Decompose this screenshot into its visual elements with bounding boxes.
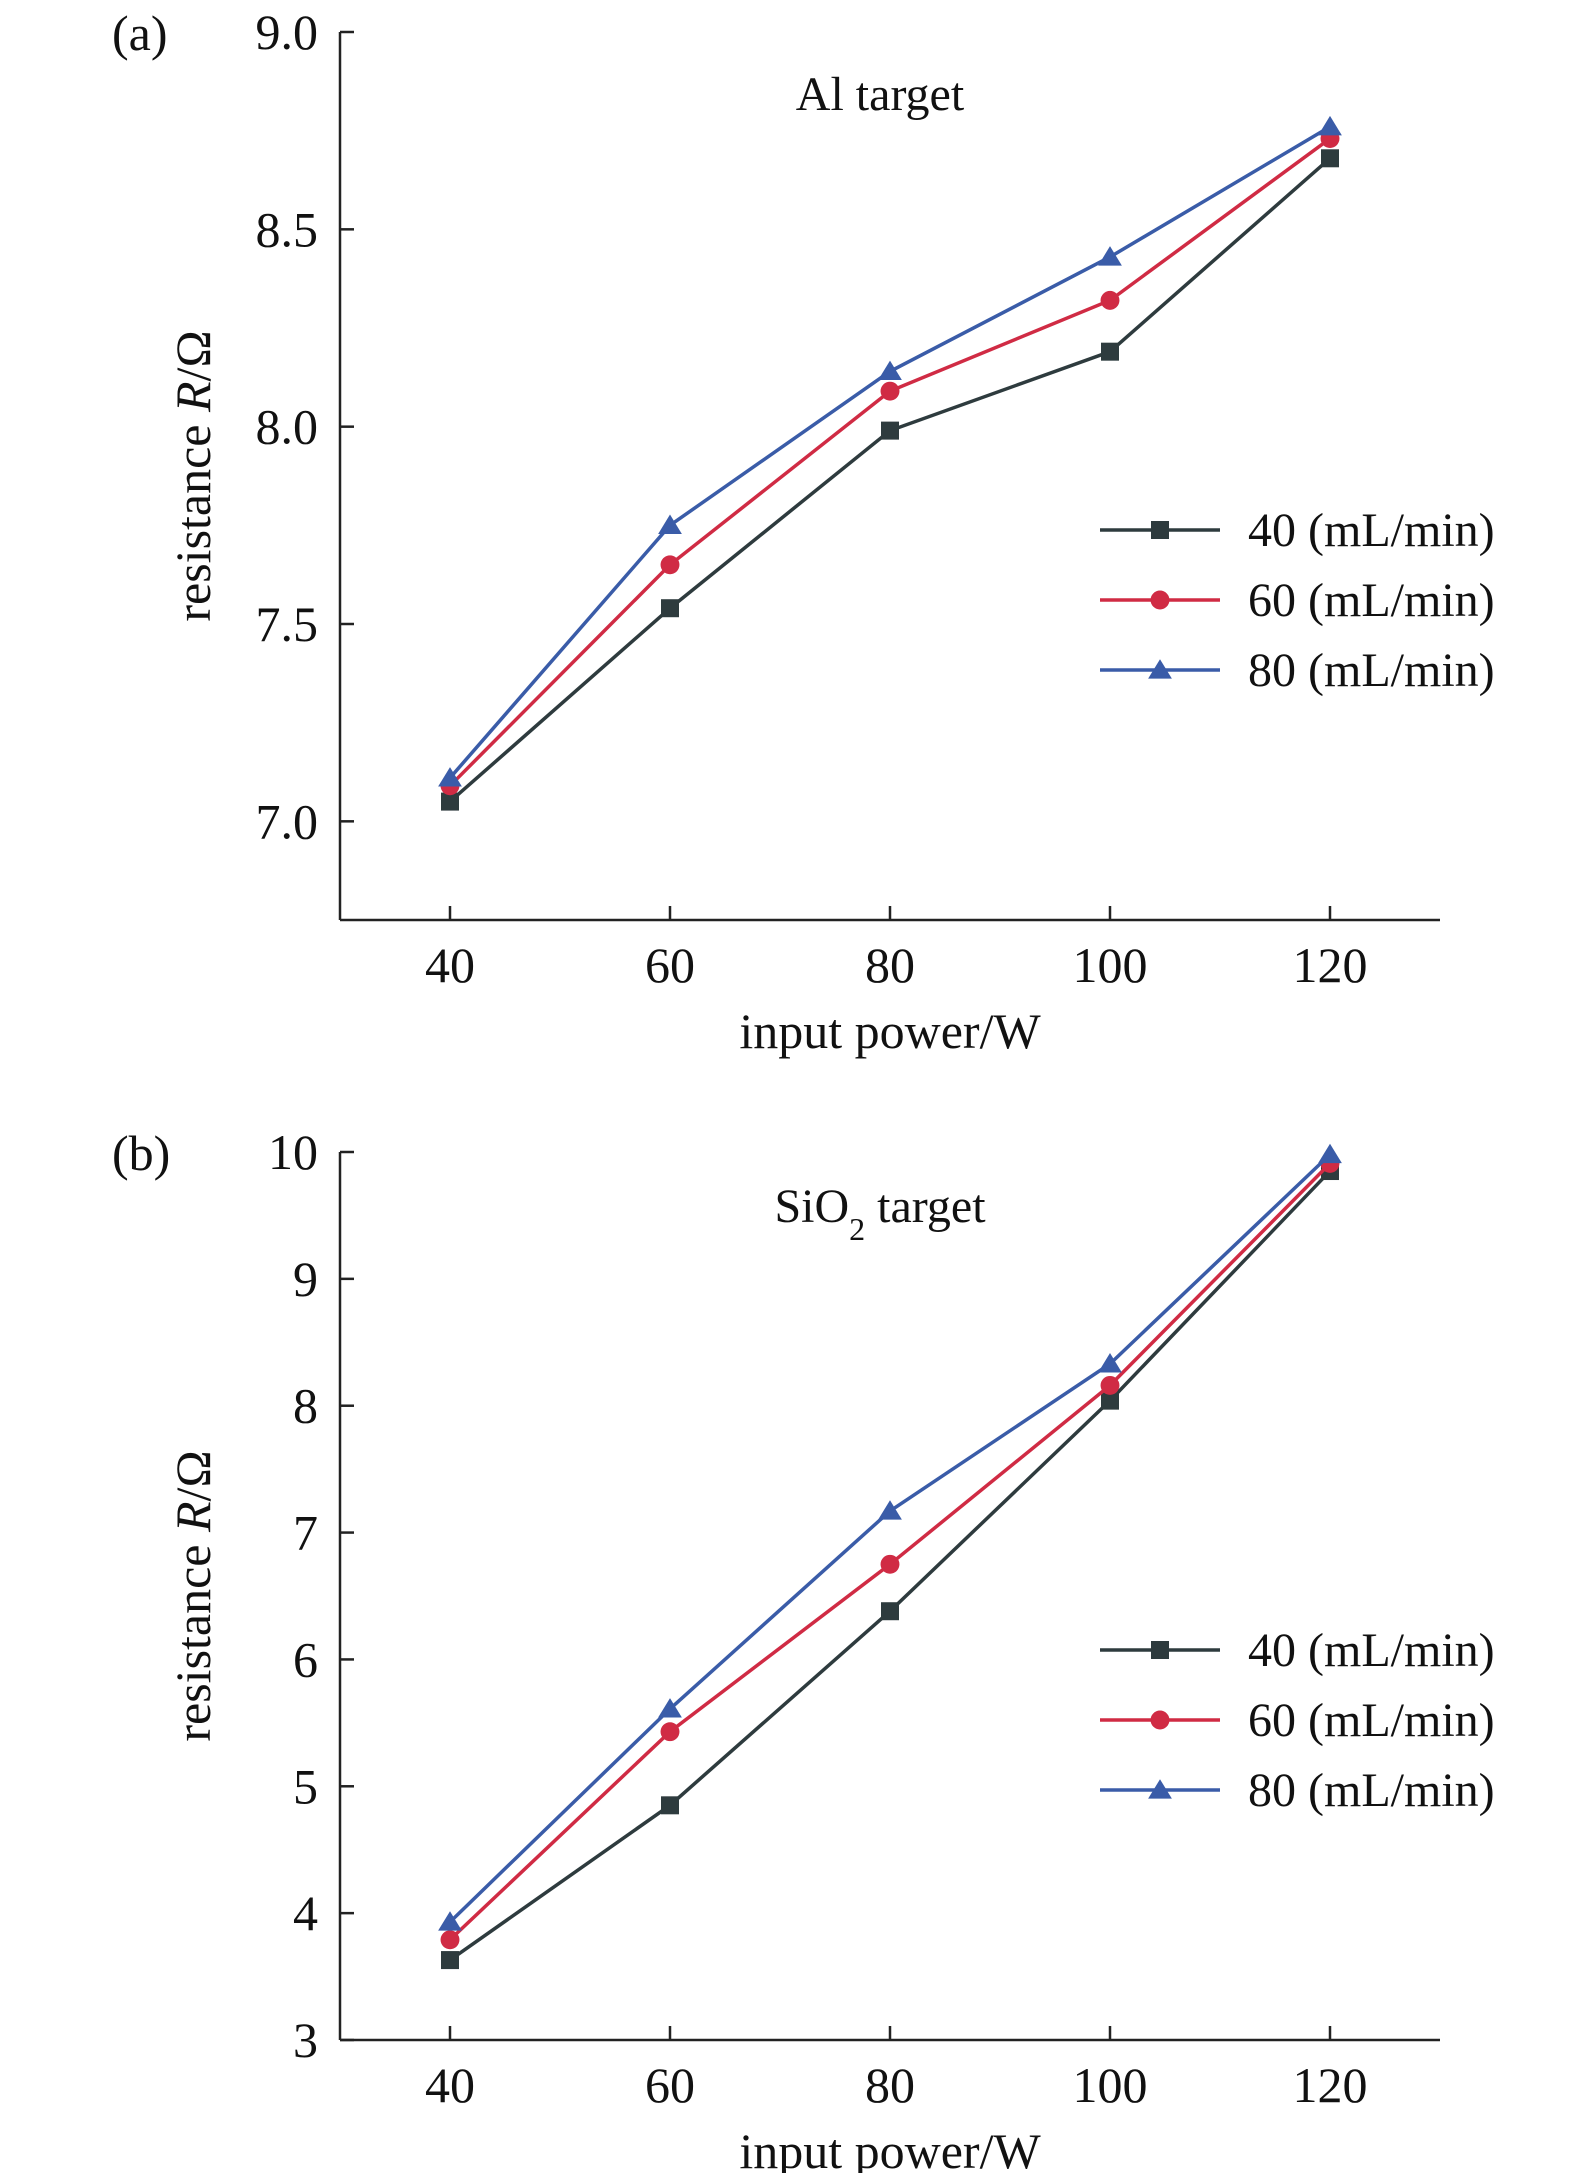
x-tick-label: 40	[425, 937, 475, 993]
legend-marker	[1151, 1641, 1169, 1659]
panel-a: 7.0 7.5 8.0 8.5 9.0 40 60 80 100 120 input power/W…	[112, 4, 1495, 1059]
legend-label: 60 (mL/min)	[1248, 574, 1495, 627]
panel-b: 3 4 5 6 7 8 9 10 40 60 80 100 120 input power/W resist…	[112, 1124, 1495, 2173]
x-tick-label: 80	[865, 2057, 915, 2113]
target-annotation: Al target	[796, 68, 965, 121]
data-point	[661, 599, 679, 618]
y-axis-title: resistance R/Ω	[165, 1450, 221, 1741]
series-line	[448, 137, 1332, 788]
legend-label: 80 (mL/min)	[1248, 1764, 1495, 1817]
panel-label: (b)	[112, 1125, 170, 1181]
data-point	[1101, 1391, 1119, 1410]
series-circle	[440, 1153, 1340, 1950]
data-point	[441, 1951, 459, 1970]
legend-marker	[1148, 1779, 1172, 1799]
data-point	[1098, 1353, 1122, 1373]
x-tick-label: 60	[645, 2057, 695, 2113]
data-point	[440, 1930, 460, 1950]
y-tick-label: 7	[293, 1505, 318, 1561]
series-triangle	[438, 115, 1342, 787]
legend-label: 40 (mL/min)	[1248, 1624, 1495, 1677]
y-tick-label: 8.5	[256, 201, 319, 257]
data-point	[880, 381, 900, 401]
data-point	[661, 1796, 679, 1815]
data-point	[438, 767, 462, 787]
x-axis-title: input power/W	[739, 2123, 1041, 2173]
series-line	[448, 156, 1332, 803]
legend-entry: 40 (mL/min)	[1100, 504, 1495, 557]
y-tick-label: 4	[293, 1885, 318, 1941]
data-point	[660, 555, 680, 575]
x-tick-label: 120	[1293, 2057, 1368, 2113]
y-tick-label: 10	[268, 1124, 318, 1180]
x-axis-title: input power/W	[739, 1003, 1041, 1059]
data-point	[878, 360, 902, 381]
legend-marker	[1150, 590, 1170, 610]
data-point	[1318, 1143, 1342, 1164]
legend-entry: 60 (mL/min)	[1100, 574, 1495, 627]
data-point	[1321, 149, 1339, 168]
data-point	[1100, 290, 1120, 310]
legend-label: 80 (mL/min)	[1248, 644, 1495, 697]
y-tick-label: 9	[293, 1251, 318, 1307]
legend-marker	[1150, 1710, 1170, 1730]
legend-entry: 80 (mL/min)	[1100, 644, 1495, 697]
x-tick-label: 60	[645, 937, 695, 993]
data-point	[880, 1554, 900, 1574]
series-square	[441, 149, 1339, 811]
x-tick-label: 100	[1073, 937, 1148, 993]
y-tick-label: 7.0	[256, 793, 319, 849]
data-point	[1101, 342, 1119, 361]
series-line	[448, 1153, 1332, 1924]
x-tick-label: 100	[1073, 2057, 1148, 2113]
data-point	[658, 1698, 682, 1718]
y-axis-title: resistance R/Ω	[165, 330, 221, 621]
y-tick-label: 8	[293, 1378, 318, 1434]
data-point	[881, 421, 899, 440]
data-point	[660, 1722, 680, 1742]
data-point	[1100, 1375, 1120, 1395]
data-point	[881, 1602, 899, 1621]
x-tick-label: 120	[1293, 937, 1368, 993]
y-tick-label: 5	[293, 1758, 318, 1814]
series-triangle	[438, 1143, 1342, 1931]
data-point	[438, 1911, 462, 1931]
legend-label: 40 (mL/min)	[1248, 504, 1495, 557]
target-annotation: SiO2 target	[774, 1180, 986, 1247]
legend-entry: 40 (mL/min)	[1100, 1624, 1495, 1677]
data-point	[878, 1500, 902, 1520]
legend-entry: 80 (mL/min)	[1100, 1764, 1495, 1817]
data-point	[441, 792, 459, 811]
y-tick-label: 9.0	[256, 4, 319, 60]
data-point	[1318, 115, 1342, 136]
y-tick-label: 7.5	[256, 596, 319, 652]
x-tick-label: 80	[865, 937, 915, 993]
y-tick-label: 8.0	[256, 399, 319, 455]
y-tick-label: 3	[293, 2012, 318, 2068]
panel-label: (a)	[112, 5, 168, 61]
series-line	[448, 125, 1331, 780]
legend-marker	[1151, 521, 1169, 539]
legend-marker	[1148, 659, 1172, 679]
data-point	[658, 514, 682, 534]
legend-entry: 60 (mL/min)	[1100, 1694, 1495, 1747]
data-point	[1098, 246, 1122, 266]
y-tick-label: 6	[293, 1631, 318, 1687]
series-circle	[440, 129, 1340, 796]
legend-label: 60 (mL/min)	[1248, 1694, 1495, 1747]
x-tick-label: 40	[425, 2057, 475, 2113]
